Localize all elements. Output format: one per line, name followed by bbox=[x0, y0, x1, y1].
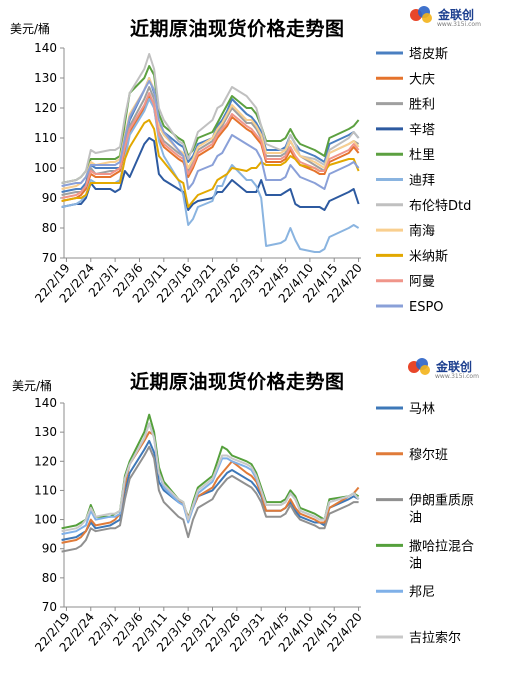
y-tick-label: 110 bbox=[34, 483, 57, 497]
series-line bbox=[61, 413, 360, 530]
y-tick-label: 110 bbox=[34, 131, 57, 145]
legend-label: 邦尼 bbox=[409, 585, 435, 600]
brand-logo-url: www.315i.com bbox=[435, 373, 479, 380]
series-line bbox=[61, 92, 360, 199]
chart-title: 近期原油现货价格走势图 bbox=[130, 18, 345, 40]
y-tick-label: 70 bbox=[42, 251, 57, 265]
chart-title: 近期原油现货价格走势图 bbox=[130, 371, 345, 393]
series-line bbox=[61, 422, 360, 533]
legend-label: 撒哈拉混合油 bbox=[409, 538, 474, 571]
y-unit-label: 美元/桶 bbox=[12, 379, 53, 393]
y-tick-label: 140 bbox=[34, 396, 57, 410]
legend-label: 米纳斯 bbox=[409, 249, 448, 264]
series-line bbox=[61, 86, 360, 196]
legend-label: 吉拉索尔 bbox=[409, 631, 461, 646]
chart-panel-2: 美元/桶 近期原油现货价格走势图 金联创 www.315i.com 70 80 90… bbox=[0, 345, 515, 689]
legend-label: ESPO bbox=[409, 300, 444, 315]
brand-logo-text: 金联创 bbox=[436, 360, 473, 374]
legend-label: 塔皮斯 bbox=[409, 47, 448, 62]
y-tick-label: 130 bbox=[34, 425, 57, 439]
y-tick-label: 120 bbox=[34, 101, 57, 115]
brand-logo: 金联创 bbox=[410, 5, 474, 25]
y-tick-label: 80 bbox=[42, 221, 57, 235]
y-tick-label: 100 bbox=[34, 513, 57, 527]
y-tick-label: 140 bbox=[34, 41, 57, 55]
y-tick-label: 90 bbox=[42, 191, 57, 205]
legend-label: 迪拜 bbox=[409, 174, 435, 189]
brand-logo-icon bbox=[410, 5, 436, 25]
y-tick-label: 100 bbox=[34, 161, 57, 175]
brand-logo-text: 金联创 bbox=[438, 8, 475, 22]
y-tick-label: 120 bbox=[34, 454, 57, 468]
brand-logo-icon bbox=[408, 357, 434, 377]
legend-label: 大庆 bbox=[409, 72, 435, 87]
legend-label: 马林 bbox=[409, 402, 435, 417]
legend-label: 辛塔 bbox=[409, 123, 435, 138]
legend-label: 阿曼 bbox=[409, 275, 435, 290]
brand-logo: 金联创 bbox=[408, 357, 472, 377]
series-line bbox=[61, 95, 360, 202]
legend-label: 布伦特Dtd bbox=[409, 199, 471, 214]
legend-label: 伊朗重质原油 bbox=[409, 493, 474, 526]
legend-label: 穆尔班 bbox=[409, 448, 448, 463]
series-line bbox=[61, 77, 360, 190]
y-tick-label: 130 bbox=[34, 71, 57, 85]
series-line bbox=[61, 65, 360, 184]
y-unit-label: 美元/桶 bbox=[10, 22, 51, 36]
line-chart-2: 70809010011012013014022/2/1922/2/2422/3/… bbox=[32, 396, 474, 654]
series-line bbox=[61, 439, 360, 541]
y-tick-label: 90 bbox=[42, 542, 57, 556]
series-line bbox=[61, 431, 360, 544]
series-line bbox=[61, 119, 360, 208]
y-tick-label: 80 bbox=[42, 571, 57, 585]
line-chart-1: 70809010011012013014022/2/1922/2/2422/3/… bbox=[32, 41, 471, 315]
series-line bbox=[61, 445, 359, 553]
legend-label: 南海 bbox=[409, 223, 435, 239]
series-line bbox=[61, 80, 360, 190]
legend-label: 杜里 bbox=[409, 148, 435, 163]
chart-panel-1: 美元/桶 近期原油现货价格走势图 金联创 www.315i.com 70 80 90… bbox=[10, 5, 481, 315]
y-tick-label: 70 bbox=[42, 600, 57, 614]
brand-logo-url: www.315i.com bbox=[437, 21, 481, 28]
legend-label: 胜利 bbox=[409, 98, 435, 113]
